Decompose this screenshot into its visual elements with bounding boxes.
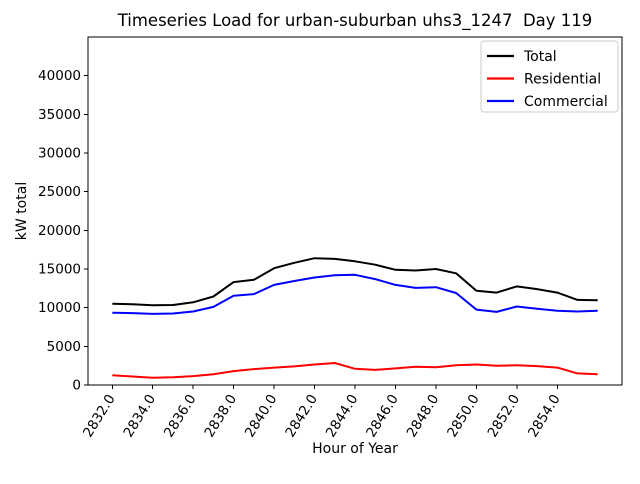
- x-tick-label: 2854.0: [525, 392, 564, 441]
- x-tick-label: 2846.0: [363, 392, 402, 441]
- x-tick-label: 2848.0: [404, 392, 443, 441]
- y-tick-label: 0: [72, 378, 81, 394]
- x-tick-label: 2834.0: [121, 392, 160, 441]
- x-tick-label: 2836.0: [161, 392, 200, 441]
- y-tick-label: 20000: [38, 223, 81, 239]
- legend-label-residential: Residential: [524, 72, 601, 88]
- y-tick-label: 40000: [38, 68, 81, 84]
- y-axis-label: kW total: [14, 182, 30, 240]
- y-tick-label: 10000: [38, 300, 81, 316]
- x-tick-label: 2838.0: [201, 392, 240, 441]
- series-lines: [112, 257, 598, 379]
- legend-label-commercial: Commercial: [524, 94, 608, 110]
- y-tick-label: 15000: [38, 262, 81, 278]
- axis-ticks: 2832.0 2834.0 2836.0 2838.0 2840.0 2842.0 2844…: [38, 68, 564, 440]
- series-line-total: [112, 257, 598, 307]
- legend-box: [480, 40, 619, 113]
- x-tick-label: 2840.0: [242, 392, 281, 441]
- x-tick-label: 2842.0: [282, 392, 321, 441]
- legend-label-total: Total: [523, 49, 557, 65]
- y-tick-label: 35000: [38, 107, 81, 123]
- y-tick-label: 5000: [47, 339, 81, 355]
- x-axis-label: Hour of Year: [312, 441, 398, 457]
- series-line-commercial: [112, 273, 598, 315]
- x-tick-label: 2832.0: [80, 392, 119, 441]
- series-line-residential: [112, 362, 598, 379]
- x-tick-label: 2850.0: [444, 392, 483, 441]
- y-tick-label: 30000: [38, 146, 81, 162]
- chart-title: Timeseries Load for urban-suburban uhs3_…: [117, 11, 593, 31]
- x-tick-label: 2844.0: [323, 392, 362, 441]
- legend: Total Residential Commercial: [480, 40, 619, 113]
- x-tick-label: 2852.0: [485, 392, 524, 441]
- y-tick-label: 25000: [38, 184, 81, 200]
